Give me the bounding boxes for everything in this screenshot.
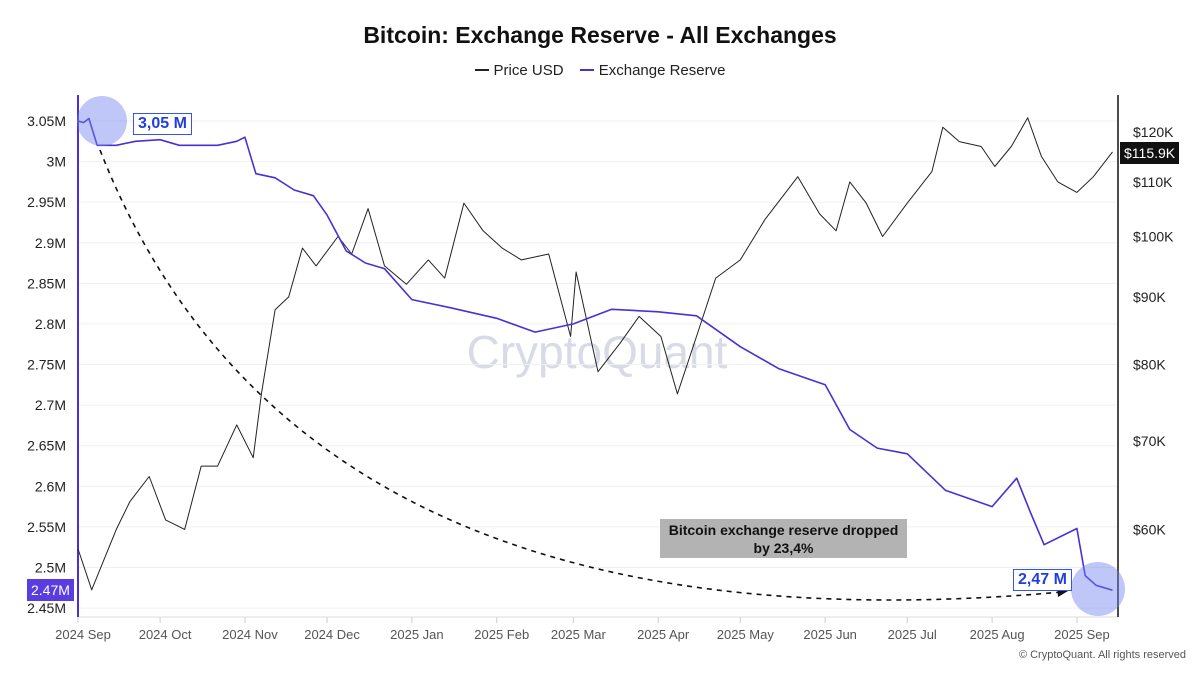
x-tick-label: 2025 Jan [390, 627, 444, 642]
right-tick-label: $100K [1133, 229, 1174, 245]
x-tick-label: 2025 Feb [474, 627, 529, 642]
left-tick-label: 2.65M [27, 438, 66, 454]
legend-item-price[interactable]: Price USD [474, 61, 564, 79]
end-value-label: 2,47 M [1013, 569, 1072, 591]
copyright: © CryptoQuant. All rights reserved [1018, 649, 1186, 661]
x-tick-label: 2024 Nov [222, 627, 278, 642]
left-tick-label: 2.85M [27, 275, 66, 291]
legend-swatch-reserve [579, 69, 594, 71]
left-tick-label: 3M [47, 154, 66, 170]
x-tick-label: 2025 May [717, 627, 775, 642]
series-line-exchange-reserve [77, 117, 1113, 591]
x-tick-label: 2024 Oct [139, 627, 192, 642]
x-tick-label: 2024 Sep [55, 627, 111, 642]
legend-swatch-price [474, 69, 489, 71]
start-value-label: 3,05 M [133, 113, 192, 135]
left-tick-label: 2.7M [35, 397, 66, 413]
left-tick-label: 2.75M [27, 357, 66, 373]
right-tick-label: $60K [1133, 521, 1166, 537]
end-highlight-circle [1071, 562, 1125, 616]
x-tick-label: 2025 Mar [551, 627, 607, 642]
left-tick-label: 2.55M [27, 519, 66, 535]
left-tick-label: 2.95M [27, 194, 66, 210]
start-highlight-circle [77, 96, 127, 146]
right-tick-label: $80K [1133, 356, 1166, 372]
right-tick-label: $110K [1133, 174, 1173, 190]
left-tick-label: 2.8M [35, 316, 66, 332]
current-reserve-badge: 2.47M [27, 579, 74, 601]
legend-label-price: Price USD [493, 61, 564, 79]
left-tick-label: 2.45M [27, 600, 66, 616]
chart-title: Bitcoin: Exchange Reserve - All Exchange… [363, 22, 837, 48]
x-tick-label: 2025 Apr [637, 627, 690, 642]
current-price-badge: $115.9K [1120, 142, 1180, 164]
left-tick-label: 2.6M [35, 478, 66, 494]
x-tick-label: 2025 Jun [803, 627, 857, 642]
legend: Price USD Exchange Reserve [0, 58, 1200, 79]
watermark: CryptoQuant [467, 326, 728, 378]
right-tick-label: $90K [1133, 289, 1166, 305]
x-tick-label: 2025 Jul [888, 627, 937, 642]
left-tick-label: 2.5M [35, 559, 66, 575]
dashed-trend-arrow [99, 149, 1063, 601]
left-tick-label: 2.9M [35, 235, 66, 251]
annotation-note: Bitcoin exchange reserve dropped by 23,4… [660, 519, 907, 558]
x-tick-label: 2024 Dec [304, 627, 360, 642]
x-tick-label: 2025 Aug [970, 627, 1025, 642]
legend-label-reserve: Exchange Reserve [598, 61, 726, 79]
right-tick-label: $70K [1133, 433, 1166, 449]
x-tick-label: 2025 Sep [1054, 627, 1110, 642]
right-tick-label: $120K [1133, 124, 1174, 140]
legend-item-reserve[interactable]: Exchange Reserve [579, 61, 726, 79]
left-tick-label: 3.05M [27, 113, 66, 129]
series-line-price [77, 117, 1113, 591]
